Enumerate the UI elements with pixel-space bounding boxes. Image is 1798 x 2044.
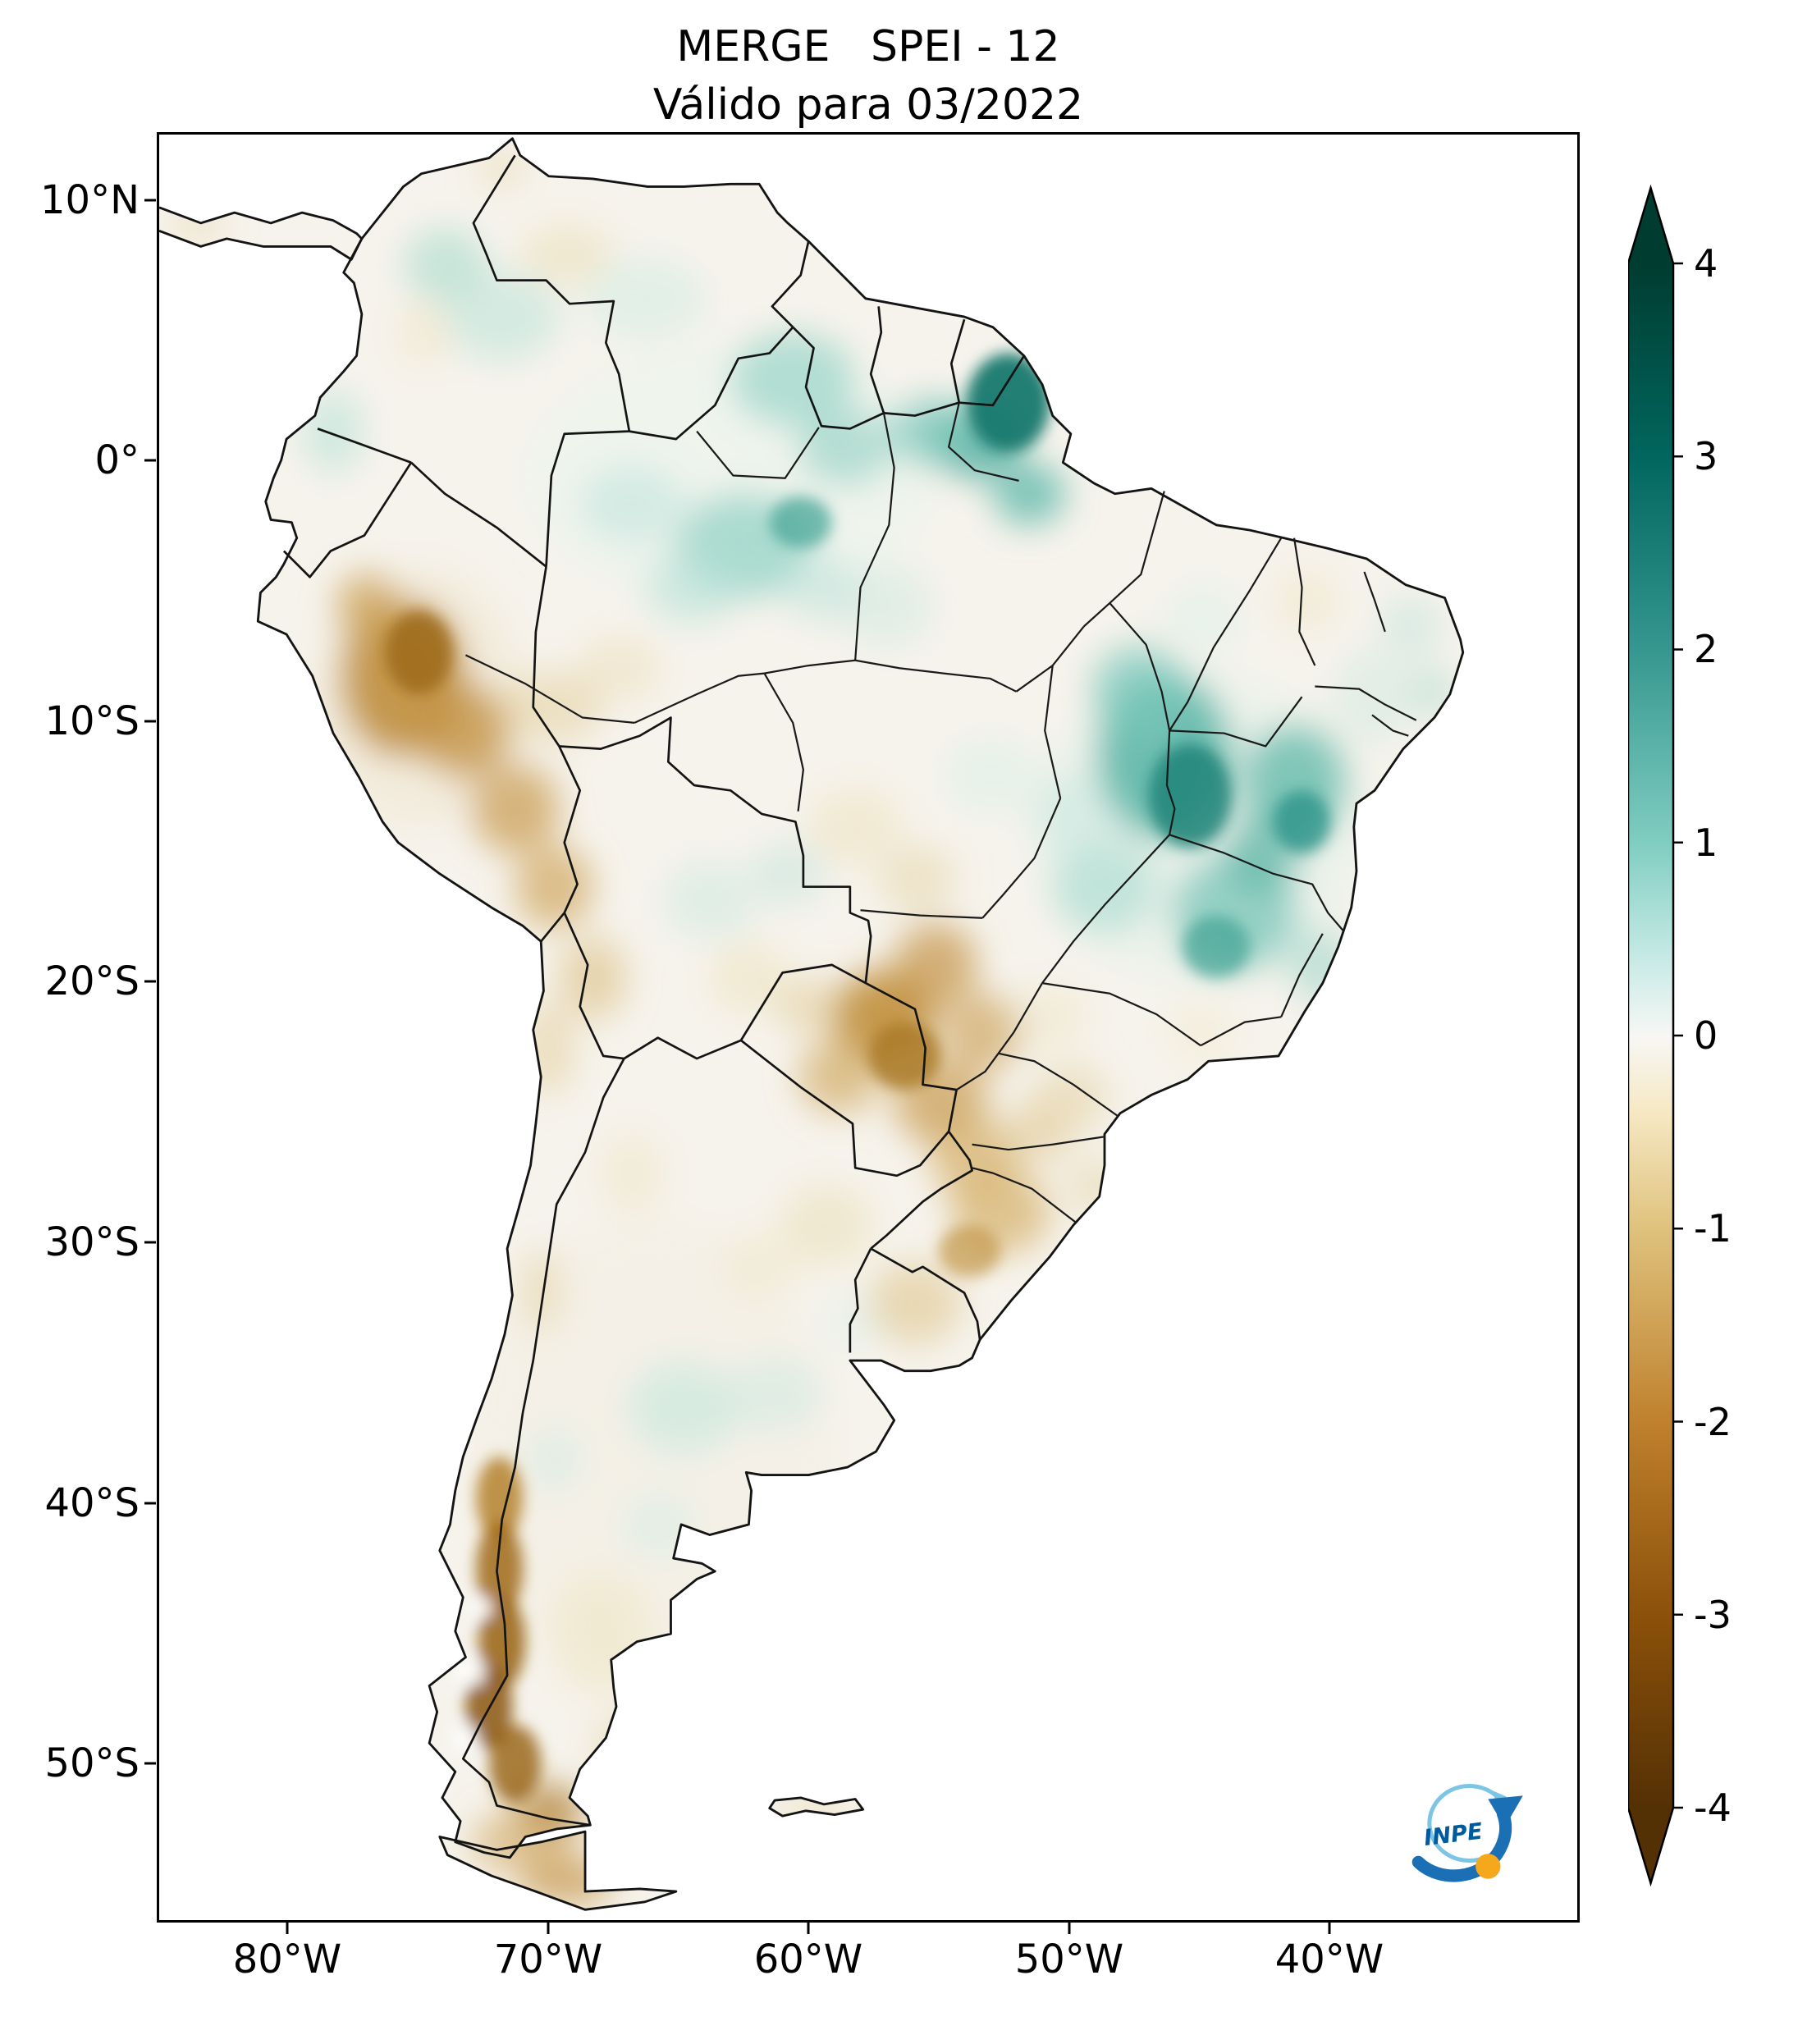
axis-tick: [144, 459, 156, 462]
lon-tick-label: 50°W: [1014, 1937, 1124, 1982]
lon-tick-label: 70°W: [493, 1937, 603, 1982]
lon-tick-label: 40°W: [1274, 1937, 1384, 1982]
lon-tick-label: 60°W: [753, 1937, 863, 1982]
coastline: [159, 137, 1465, 1911]
colorbar-tick-label: 2: [1694, 627, 1718, 671]
logo-orange-dot: [1475, 1854, 1501, 1879]
spei-raster-layer: [159, 138, 1463, 1910]
colorbar-gradient: [1628, 185, 1675, 1886]
colorbar-tick-label: 0: [1694, 1013, 1718, 1058]
axis-tick: [144, 1241, 156, 1244]
colorbar: [1628, 185, 1683, 1886]
lon-tick-label: 80°W: [232, 1937, 342, 1982]
colorbar-tick-label: -1: [1694, 1206, 1732, 1251]
colorbar-ticks: [1673, 262, 1683, 1809]
lat-tick-label: 30°S: [44, 1219, 140, 1265]
axis-tick: [1328, 1923, 1331, 1934]
colorbar-tick-label: -4: [1694, 1786, 1732, 1830]
axis-tick: [1068, 1923, 1071, 1934]
south-america-map: [159, 137, 1465, 1911]
colorbar-tick-label: 3: [1694, 434, 1718, 478]
chart-title: MERGE SPEI - 12: [676, 22, 1060, 71]
map-plot: INPE: [157, 132, 1580, 1923]
axis-tick: [144, 199, 156, 202]
axis-tick: [547, 1923, 550, 1934]
logo-arrowhead-icon: [1488, 1795, 1523, 1827]
country-borders: [282, 154, 1026, 1827]
lat-tick-label: 40°S: [44, 1480, 140, 1526]
lat-tick-label: 10°S: [44, 698, 140, 744]
axis-tick: [144, 1762, 156, 1765]
axis-tick: [807, 1923, 810, 1934]
title-block: MERGE SPEI - 12 Válido para 03/2022: [157, 18, 1580, 134]
axis-tick: [286, 1923, 289, 1934]
colorbar-tick-label: -2: [1694, 1400, 1732, 1444]
chart-subtitle: Válido para 03/2022: [652, 80, 1084, 130]
inpe-logo: INPE: [1411, 1783, 1523, 1882]
axis-tick: [144, 720, 156, 723]
lat-tick-label: 50°S: [44, 1740, 140, 1786]
logo-text: INPE: [1422, 1819, 1484, 1852]
colorbar-tick-label: -3: [1694, 1593, 1732, 1637]
state-borders: [464, 402, 1417, 1223]
logo-swirl-icon: [1427, 1783, 1503, 1863]
lat-tick-label: 0°: [94, 437, 140, 483]
colorbar-tick-label: 1: [1694, 821, 1718, 865]
colorbar-tick-label: 4: [1694, 241, 1718, 286]
axis-tick: [144, 980, 156, 983]
lat-tick-label: 10°N: [40, 177, 140, 223]
axis-tick: [144, 1502, 156, 1505]
lat-tick-label: 20°S: [44, 958, 140, 1004]
